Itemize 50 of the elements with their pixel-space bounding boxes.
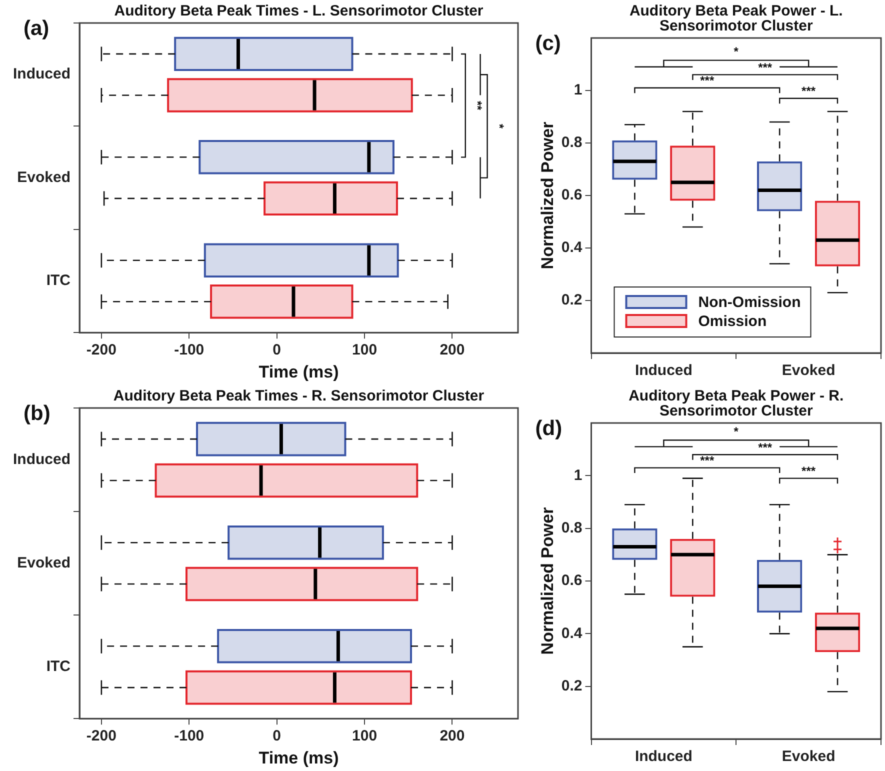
y-tick-label: 0.6 (561, 572, 582, 590)
y-tick-label: ITC (46, 272, 71, 290)
chart-title: Auditory Beta Peak Times - R. Sensorimotor Cluster (113, 388, 484, 405)
x-tick-label: 200 (440, 342, 465, 359)
x-axis-title: Time (ms) (258, 362, 339, 382)
annotation: *** (758, 440, 772, 454)
x-tick-label: 0 (272, 342, 281, 359)
x-tick-label: -200 (86, 342, 116, 359)
y-tick-label: 0.4 (561, 239, 583, 256)
x-tick-label: 200 (440, 728, 465, 745)
annotation: * (734, 424, 739, 438)
text: (b) (24, 402, 50, 425)
y-tick-label: 0.6 (561, 186, 582, 204)
legend-label: Non-Omission (698, 294, 801, 312)
chart-title: Auditory Beta Peak Power - L. Sensorimotor Cluster (629, 2, 843, 35)
x-axis-title: Time (ms) (258, 748, 339, 768)
chart-title: Auditory Beta Peak Times - L. Sensorimotor Cluster (114, 2, 484, 20)
annotation: *** (802, 464, 816, 478)
x-tick-label: 100 (352, 728, 378, 745)
y-axis-title: Normalized Power (538, 121, 557, 270)
x-tick-label: 100 (352, 342, 378, 359)
y-axis-title: Normalized Power (538, 506, 557, 655)
y-tick-label: Evoked (17, 554, 70, 572)
y-tick-label: Evoked (17, 168, 70, 186)
y-tick-label: ITC (46, 658, 71, 675)
text: (c) (535, 32, 561, 55)
y-tick-label: 0.8 (561, 134, 582, 152)
y-tick-label: 1 (574, 466, 582, 484)
x-tick-label: -200 (86, 728, 116, 745)
y-tick-label: 0.4 (561, 624, 583, 642)
text: (a) (24, 16, 50, 40)
y-tick-label: 0.2 (561, 292, 582, 309)
x-tick-label: 0 (272, 728, 281, 745)
legend-label: Omission (698, 313, 767, 330)
x-tick-label: -100 (174, 728, 204, 745)
annotation: *** (758, 60, 772, 74)
annotation: * (492, 124, 506, 129)
annotation: *** (700, 453, 714, 468)
chart-title: Auditory Beta Peak Power - R. Sensorimotor Cluster (628, 388, 844, 420)
y-tick-label: Induced (12, 66, 70, 83)
annotation: * (734, 44, 739, 59)
annotation: *** (802, 84, 816, 98)
y-tick-label: 0.8 (561, 519, 582, 536)
y-tick-label: Induced (12, 450, 70, 468)
x-tick-label: -100 (174, 342, 204, 359)
y-tick-label: 0.2 (561, 677, 582, 694)
annotation: ** (470, 100, 485, 111)
text: (d) (535, 416, 562, 440)
annotation: *** (700, 74, 714, 88)
y-tick-label: 1 (574, 82, 582, 99)
